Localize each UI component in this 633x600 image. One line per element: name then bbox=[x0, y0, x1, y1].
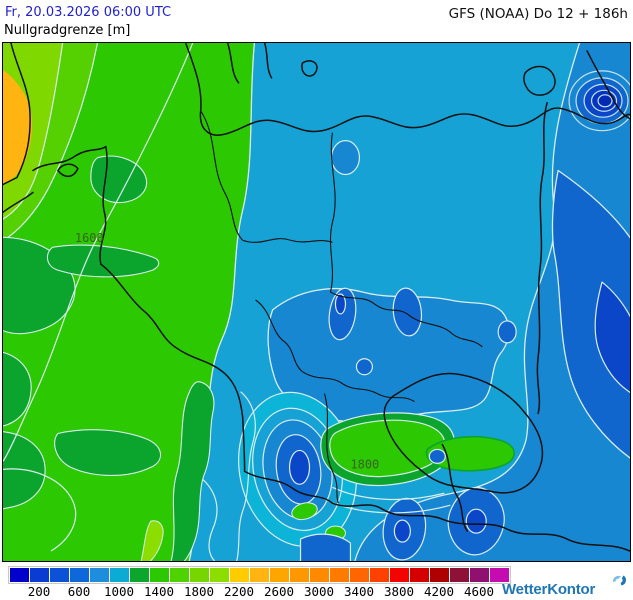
map-fill-layers bbox=[3, 43, 630, 561]
swiss-north-border bbox=[243, 470, 334, 504]
legend-tick-label: 1000 bbox=[103, 584, 135, 599]
contour-label-1800: 1800 bbox=[350, 457, 379, 471]
legend-swatch bbox=[470, 568, 489, 582]
usedom-coast bbox=[586, 50, 630, 120]
southeast-low-blobs bbox=[299, 448, 505, 561]
czech-border bbox=[383, 372, 544, 494]
dutch-coastline bbox=[3, 43, 31, 186]
legend-swatch bbox=[50, 568, 69, 582]
legend-tick-label: 200 bbox=[27, 584, 51, 599]
legend-color-scale bbox=[8, 566, 511, 584]
wadden-islands bbox=[32, 145, 107, 172]
central-low-blobs bbox=[328, 287, 517, 376]
legend-swatch bbox=[90, 568, 109, 582]
green-1800-blob bbox=[291, 412, 515, 541]
state-borders bbox=[200, 110, 483, 504]
contour-label-1600: 1600 bbox=[75, 231, 104, 245]
dark-green-patches bbox=[3, 155, 215, 561]
legend-swatch bbox=[450, 568, 469, 582]
model-run-info: GFS (NOAA) Do 12 + 186h bbox=[448, 6, 628, 22]
legend-swatch bbox=[430, 568, 449, 582]
legend-tick-labels: 200 600 1000 1400 1800 2200 2600 3000 3400 3800 42… bbox=[0, 584, 633, 599]
alps-border bbox=[331, 502, 630, 552]
legend-tick-label: 1800 bbox=[183, 584, 215, 599]
baltic-coast bbox=[184, 43, 630, 136]
wetterkontor-logo[interactable]: WetterKontor bbox=[502, 575, 627, 600]
legend-swatch bbox=[10, 568, 29, 582]
legend-tick-label: 1400 bbox=[143, 584, 175, 599]
legend-tick-label: 2200 bbox=[223, 584, 255, 599]
nl-de-border bbox=[99, 145, 108, 265]
legend-swatch bbox=[410, 568, 429, 582]
legend-swatch bbox=[250, 568, 269, 582]
legend-tick-label: 3400 bbox=[343, 584, 375, 599]
freezing-level-map-canvas: 1600 1800 bbox=[3, 43, 630, 561]
inn-salzach-border bbox=[441, 443, 469, 532]
country-borders bbox=[3, 43, 630, 552]
legend-swatch bbox=[390, 568, 409, 582]
legend-tick-label: 3000 bbox=[303, 584, 335, 599]
ijsselmeer bbox=[57, 163, 79, 177]
ruegen-island bbox=[523, 65, 556, 96]
legend-swatch bbox=[370, 568, 389, 582]
legend-swatch bbox=[130, 568, 149, 582]
legend-swatch bbox=[290, 568, 309, 582]
legend-tick-label: 2600 bbox=[263, 584, 295, 599]
legend-swatch bbox=[170, 568, 189, 582]
legend-swatch bbox=[70, 568, 89, 582]
legend-swatch bbox=[350, 568, 369, 582]
legend-tick-label: 4200 bbox=[423, 584, 455, 599]
legend-tick-label: 3800 bbox=[383, 584, 415, 599]
contour-label-group: 1600 1800 bbox=[75, 231, 379, 471]
danish-island bbox=[301, 60, 318, 77]
alpine-blue-core bbox=[238, 391, 358, 547]
contour-lines bbox=[3, 43, 451, 561]
legend-swatch bbox=[330, 568, 349, 582]
belgian-coast bbox=[3, 191, 34, 214]
legend-swatch bbox=[230, 568, 249, 582]
legend-tick-label: 600 bbox=[67, 584, 91, 599]
oder-border bbox=[536, 102, 548, 415]
logo-text[interactable]: WetterKontor bbox=[502, 581, 596, 598]
legend-swatch bbox=[190, 568, 209, 582]
legend-swatch bbox=[490, 568, 509, 582]
west-border bbox=[100, 263, 246, 473]
legend-swatch bbox=[30, 568, 49, 582]
legend-tick-label: 4600 bbox=[463, 584, 495, 599]
legend-swatch bbox=[150, 568, 169, 582]
valid-datetime: Fr, 20.03.2026 06:00 UTC bbox=[5, 5, 172, 20]
baltic-low-bullseye bbox=[568, 70, 630, 132]
danish-border bbox=[226, 43, 273, 84]
parameter-title: Nullgradgrenze [m] bbox=[4, 23, 131, 38]
globe-icon bbox=[612, 575, 626, 586]
legend-swatch bbox=[270, 568, 289, 582]
legend-swatch bbox=[210, 568, 229, 582]
legend-swatch bbox=[310, 568, 329, 582]
legend-swatch bbox=[110, 568, 129, 582]
weather-map: 1600 1800 bbox=[2, 42, 631, 562]
